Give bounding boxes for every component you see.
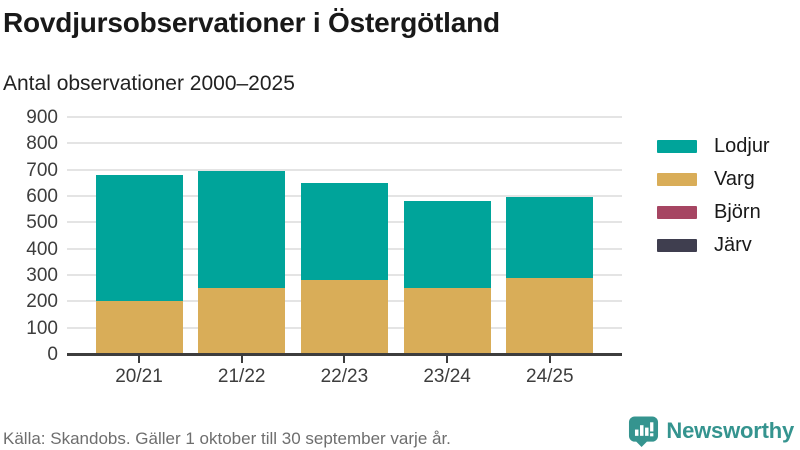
newsworthy-logo-icon <box>628 415 659 447</box>
y-tick-label-800: 800 <box>26 133 58 155</box>
chart-subtitle: Antal observationer 2000–2025 <box>3 72 295 95</box>
bar-20-21-varg <box>95 301 183 354</box>
gridline-800 <box>67 142 622 145</box>
legend-item-lodjur: Lodjur <box>657 134 770 158</box>
x-tick-label-21-22: 21/22 <box>217 366 266 387</box>
bar-21-22-varg <box>198 287 286 354</box>
x-tick-22-23 <box>343 356 346 363</box>
bar-23-24-lodjur <box>403 201 491 289</box>
y-tick-label-700: 700 <box>26 159 58 181</box>
source-note: Källa: Skandobs. Gäller 1 oktober till 3… <box>3 429 451 448</box>
y-tick-label-900: 900 <box>26 107 58 128</box>
gridline-900 <box>67 116 622 118</box>
y-tick-label-100: 100 <box>26 317 58 339</box>
x-axis-line <box>67 353 622 356</box>
branding: Newsworthy <box>628 415 794 447</box>
x-tick-label-22-23: 22/23 <box>320 366 369 387</box>
legend-label-varg: Varg <box>714 167 755 190</box>
x-tick-label-24-25: 24/25 <box>526 366 574 387</box>
bar-24-25-lodjur <box>506 197 594 279</box>
y-tick-label-0: 0 <box>47 344 58 365</box>
gridline-700 <box>67 168 622 171</box>
legend: Lodjur Varg Björn Järv <box>657 134 770 266</box>
legend-swatch-varg <box>657 172 697 186</box>
legend-label-järv: Järv <box>714 233 752 256</box>
x-tick-24-25 <box>548 356 551 363</box>
legend-swatch-lodjur <box>657 139 697 153</box>
bar-20-21-lodjur <box>95 174 183 302</box>
y-tick-label-200: 200 <box>26 291 58 313</box>
y-tick-label-500: 500 <box>26 212 58 234</box>
chart-title: Rovdjursobservationer i Östergötland <box>3 7 500 38</box>
x-tick-20-21 <box>138 356 140 363</box>
legend-item-järv: Järv <box>657 233 770 257</box>
x-tick-21-22 <box>240 356 243 363</box>
y-tick-label-300: 300 <box>26 265 58 286</box>
brand-name: Newsworthy <box>666 418 794 443</box>
y-tick-label-600: 600 <box>26 186 58 207</box>
legend-swatch-järv <box>657 238 697 252</box>
x-tick-label-23-24: 23/24 <box>423 366 471 387</box>
bar-22-23-varg <box>300 280 388 354</box>
legend-label-lodjur: Lodjur <box>714 134 770 157</box>
legend-item-björn: Björn <box>657 200 770 224</box>
bar-22-23-lodjur <box>300 183 388 281</box>
legend-label-björn: Björn <box>714 200 761 223</box>
x-tick-23-24 <box>446 356 449 363</box>
bar-21-22-lodjur <box>198 170 286 288</box>
plot-area <box>67 116 622 354</box>
y-tick-label-400: 400 <box>26 238 58 260</box>
x-tick-label-20-21: 20/21 <box>115 366 163 387</box>
legend-swatch-björn <box>657 205 697 219</box>
legend-item-varg: Varg <box>657 167 770 191</box>
bar-23-24-varg <box>403 288 491 354</box>
bar-24-25-varg <box>506 278 594 354</box>
